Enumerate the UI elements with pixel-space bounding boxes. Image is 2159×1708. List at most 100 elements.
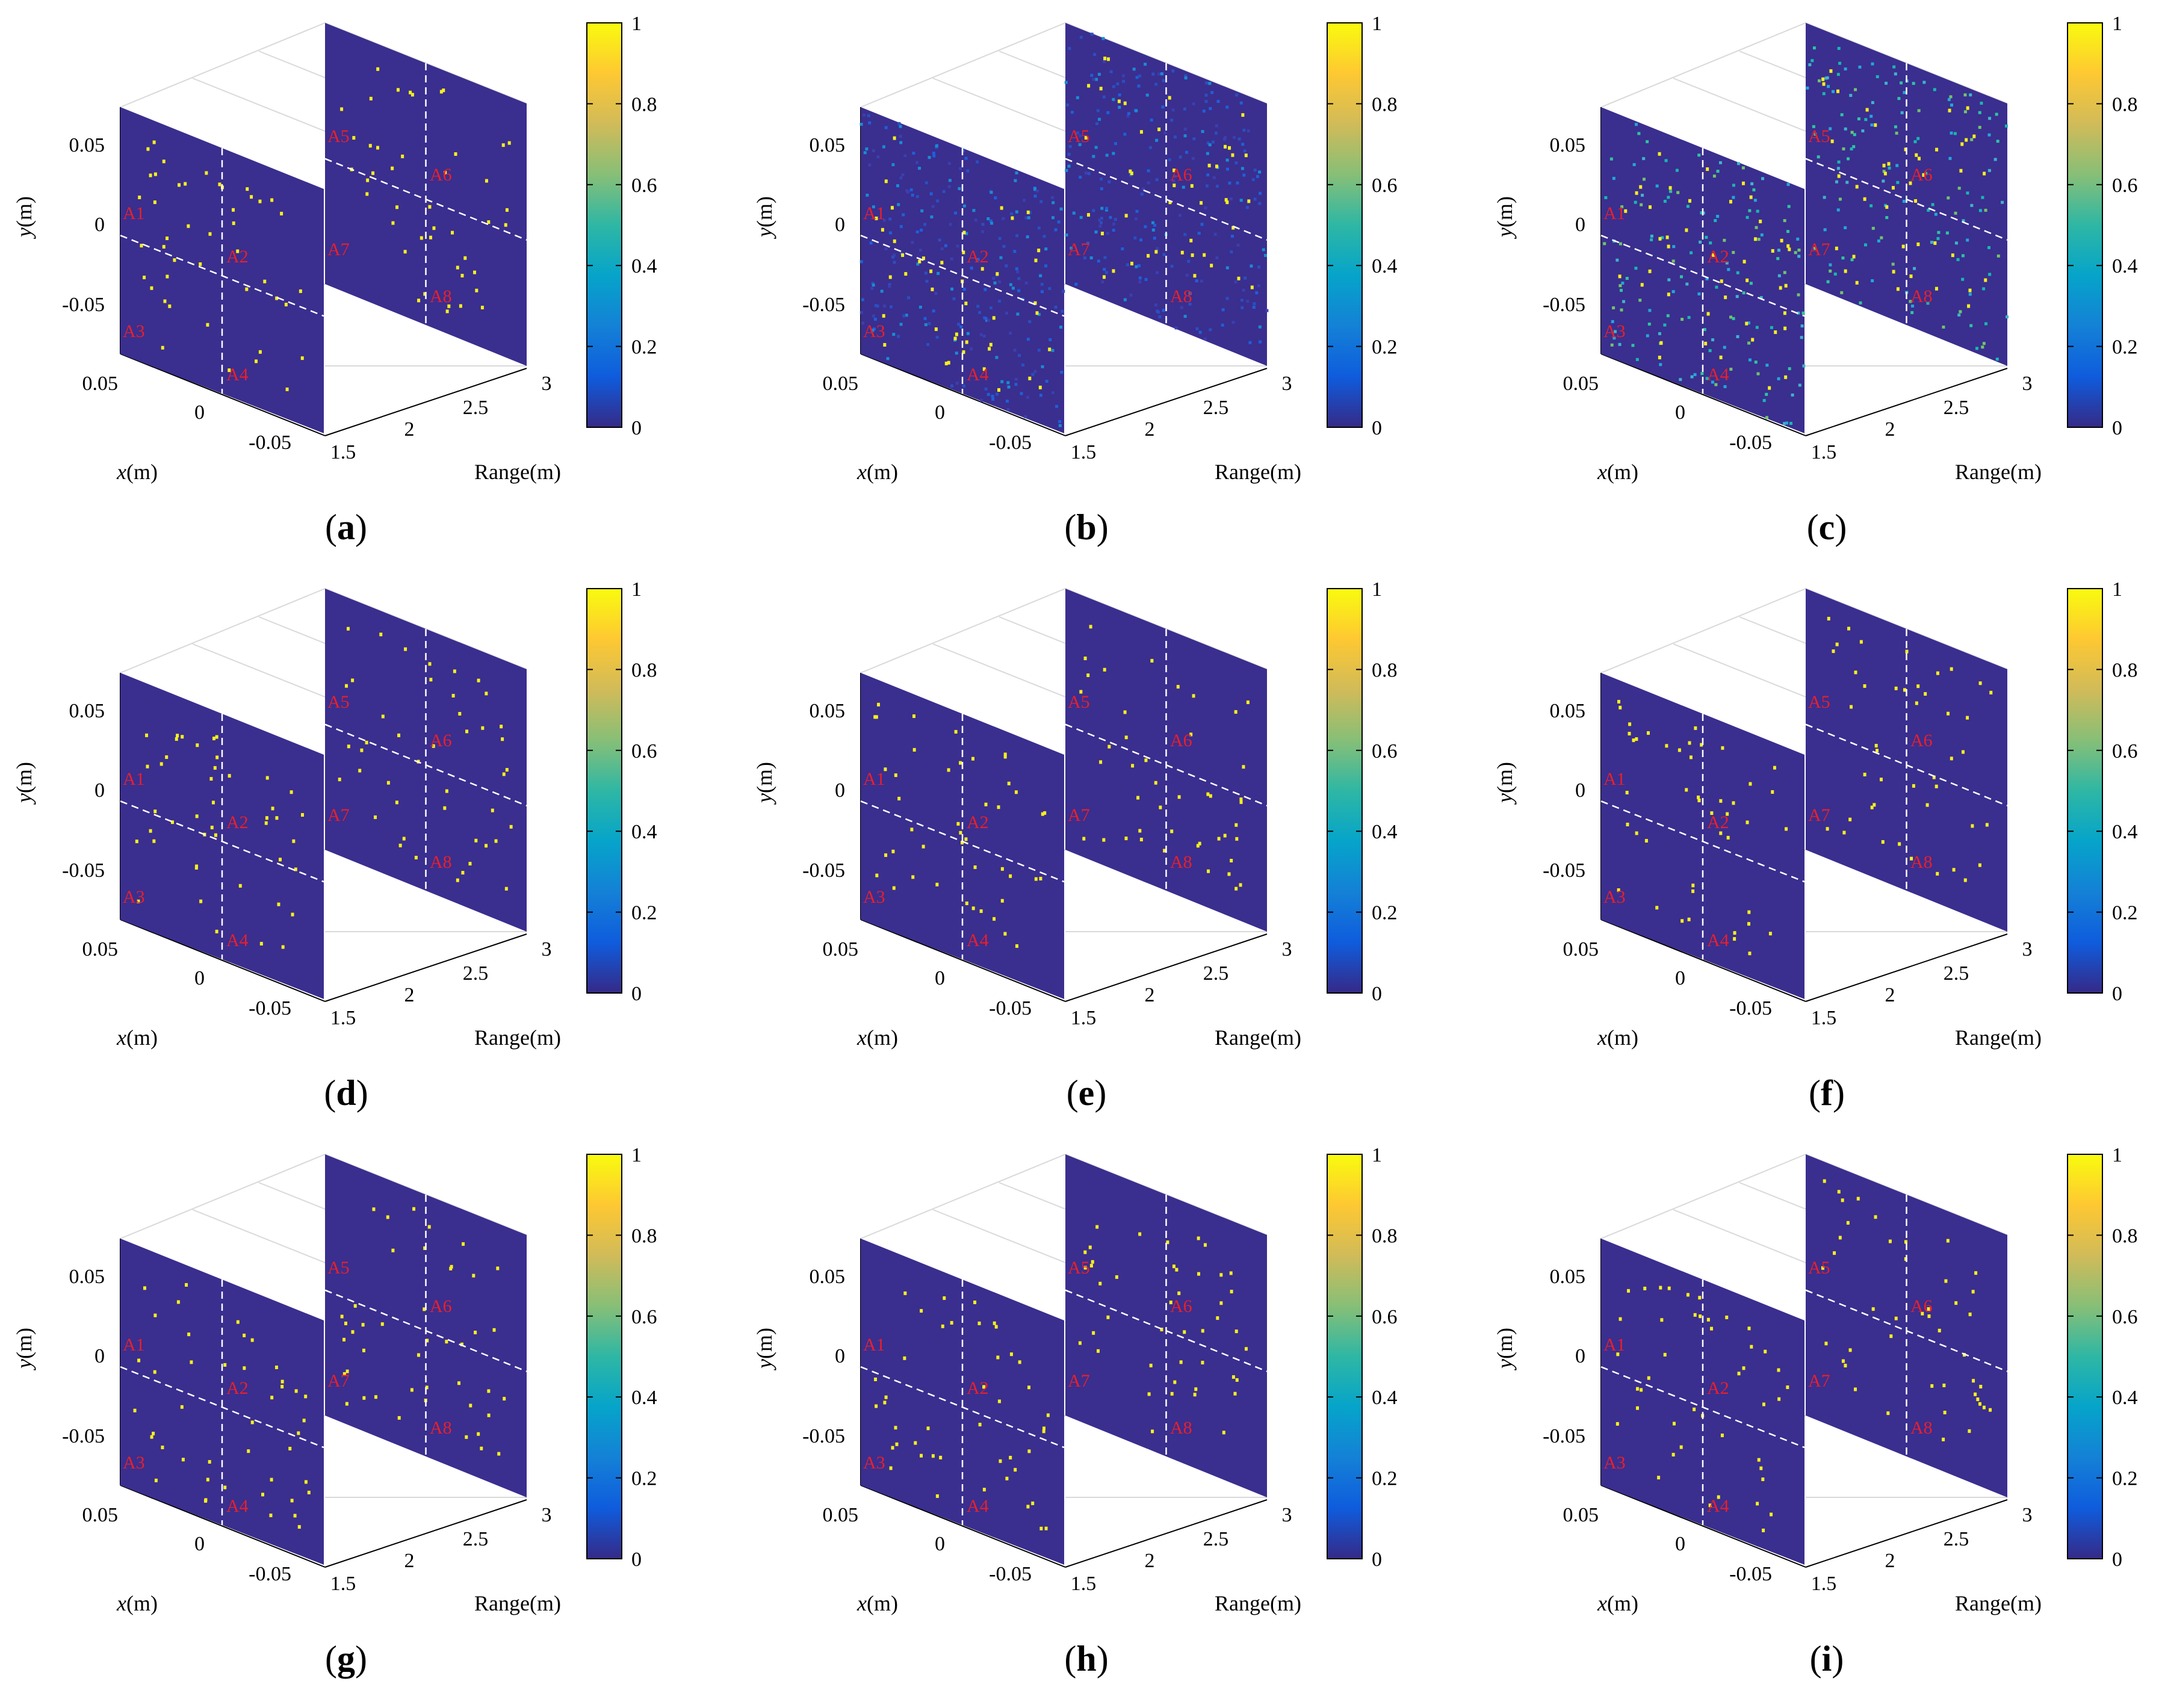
region-label-a7: A7 bbox=[327, 805, 350, 825]
noise-point bbox=[1070, 246, 1073, 250]
scatter-point bbox=[160, 762, 163, 766]
y-tick-label: 0.05 bbox=[1550, 1266, 1586, 1288]
scatter-point bbox=[509, 825, 513, 829]
noise-point bbox=[958, 187, 961, 190]
noise-point bbox=[1121, 247, 1124, 250]
noise-point bbox=[872, 205, 875, 209]
scatter-point bbox=[1011, 216, 1014, 220]
scatter-point bbox=[206, 1477, 209, 1482]
scatter-point bbox=[884, 1395, 888, 1399]
noise-point bbox=[1917, 109, 1921, 113]
range-axis-label: Range(m) bbox=[474, 1026, 561, 1050]
noise-point bbox=[1646, 334, 1649, 338]
grid-line bbox=[1600, 22, 1806, 108]
noise-point bbox=[1838, 61, 1842, 65]
scatter-point bbox=[1720, 279, 1723, 283]
colorbar-tick-label: 0.4 bbox=[2112, 1387, 2138, 1409]
scatter-point bbox=[1697, 799, 1701, 803]
colorbar-tick-label: 1 bbox=[2112, 13, 2122, 35]
scatter-point bbox=[140, 244, 143, 248]
noise-point bbox=[872, 283, 875, 287]
noise-point bbox=[1812, 125, 1815, 128]
scatter-point bbox=[1903, 688, 1906, 692]
scatter-point bbox=[1870, 805, 1874, 809]
region-label-a2: A2 bbox=[226, 1378, 249, 1398]
noise-point bbox=[1948, 156, 1952, 160]
noise-point bbox=[1214, 131, 1218, 135]
scatter-point bbox=[1244, 1347, 1248, 1351]
scatter-point bbox=[297, 1431, 300, 1435]
scatter-point bbox=[1659, 341, 1663, 345]
scatter-point bbox=[258, 199, 262, 203]
scatter-point bbox=[152, 839, 156, 843]
scatter-point bbox=[344, 684, 348, 688]
scatter-point bbox=[265, 816, 268, 820]
scatter-point bbox=[485, 844, 488, 848]
scatter-point bbox=[940, 261, 944, 265]
scatter-point bbox=[1759, 1466, 1763, 1470]
scatter-point bbox=[1934, 784, 1938, 788]
x-tick-label: -0.05 bbox=[989, 432, 1032, 454]
scatter-point bbox=[1000, 899, 1004, 903]
noise-point bbox=[1061, 309, 1064, 313]
scatter-point bbox=[1207, 164, 1211, 168]
scatter-point bbox=[953, 336, 957, 341]
scatter-point bbox=[1219, 1273, 1223, 1277]
range-axis-line bbox=[324, 933, 527, 1002]
dashed-divider-horizontal bbox=[324, 723, 527, 806]
noise-point bbox=[1900, 81, 1903, 85]
scatter-point bbox=[427, 1225, 431, 1229]
noise-point bbox=[1869, 114, 1873, 118]
scatter-point bbox=[346, 627, 350, 631]
scatter-point bbox=[1099, 87, 1103, 91]
noise-point bbox=[1714, 383, 1718, 386]
noise-point bbox=[1714, 218, 1717, 222]
noise-point bbox=[1171, 108, 1175, 112]
plane-range-3 bbox=[1806, 23, 2007, 366]
scatter-point bbox=[288, 1447, 292, 1451]
noise-point bbox=[1732, 317, 1735, 320]
noise-point bbox=[1776, 257, 1780, 261]
noise-point bbox=[1107, 180, 1111, 184]
noise-point bbox=[1712, 175, 1716, 178]
noise-point bbox=[1141, 187, 1145, 191]
region-label-a6: A6 bbox=[1910, 731, 1933, 750]
noise-point bbox=[1139, 238, 1143, 242]
x-axis-line bbox=[1600, 1485, 1806, 1568]
noise-point bbox=[1871, 62, 1874, 66]
colorbar-tick-label: 0.6 bbox=[2112, 1306, 2138, 1328]
noise-point bbox=[1711, 338, 1715, 342]
scatter-point bbox=[426, 1338, 429, 1343]
noise-point bbox=[1059, 326, 1062, 329]
region-label-a8: A8 bbox=[1170, 852, 1192, 872]
noise-point bbox=[1005, 311, 1009, 315]
range-tick-label: 2.5 bbox=[463, 962, 489, 985]
scatter-point bbox=[1193, 1393, 1197, 1397]
region-label-a5: A5 bbox=[1068, 126, 1090, 146]
scatter-point bbox=[1783, 326, 1787, 330]
scatter-point bbox=[365, 740, 368, 744]
scatter-point bbox=[449, 1266, 453, 1270]
scatter-point bbox=[381, 714, 385, 719]
noise-point bbox=[1234, 161, 1238, 165]
noise-point bbox=[1241, 143, 1245, 146]
noise-point bbox=[1079, 215, 1083, 219]
scatter-point bbox=[1197, 1272, 1201, 1276]
noise-point bbox=[942, 190, 946, 193]
scatter-point bbox=[1089, 1264, 1093, 1268]
scatter-point bbox=[1726, 835, 1730, 840]
scatter-point bbox=[1976, 1397, 1980, 1402]
noise-point bbox=[992, 276, 996, 280]
scatter-point bbox=[461, 871, 465, 875]
noise-point bbox=[1995, 113, 1998, 116]
noise-point bbox=[1100, 206, 1104, 210]
noise-point bbox=[928, 322, 931, 326]
noise-point bbox=[1244, 276, 1247, 280]
noise-point bbox=[932, 154, 936, 158]
scatter-point bbox=[901, 253, 905, 257]
noise-point bbox=[1913, 267, 1916, 270]
region-label-a4: A4 bbox=[1707, 1496, 1729, 1516]
scatter-point bbox=[1942, 1383, 1946, 1387]
region-label-a7: A7 bbox=[1068, 1371, 1090, 1391]
scatter-point bbox=[1747, 922, 1750, 926]
